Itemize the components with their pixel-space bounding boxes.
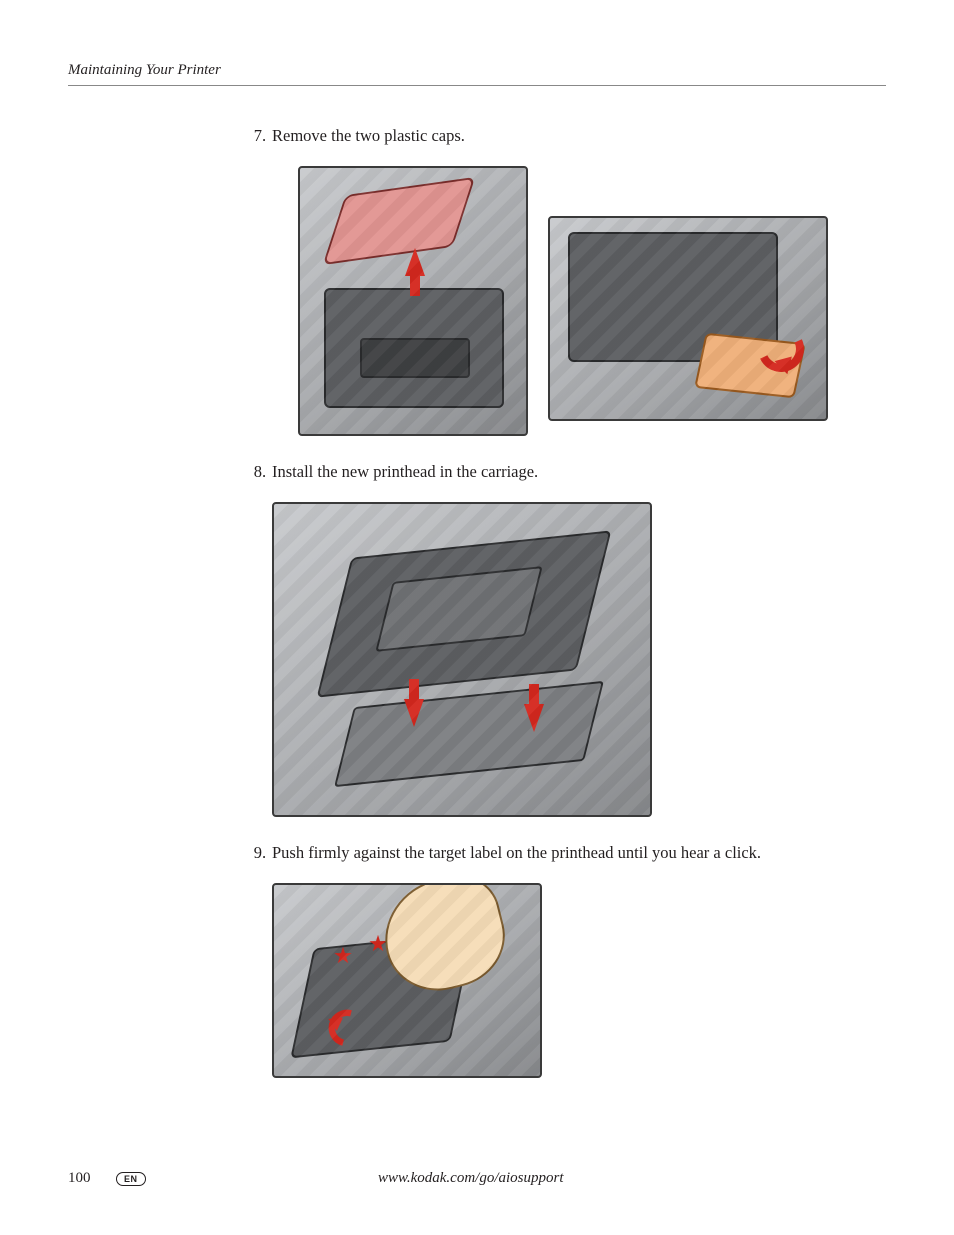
figure-remove-cap-right [548,216,828,421]
step-9-number: 9 [240,841,262,865]
list-dot: . [262,841,272,865]
list-dot: . [262,124,272,148]
step-9: 9 . Push firmly against the target label… [240,841,886,1078]
list-dot: . [262,460,272,484]
step-9-line: 9 . Push firmly against the target label… [240,841,886,865]
step-7: 7 . Remove the two plastic caps. [240,124,886,436]
language-badge: EN [116,1172,146,1186]
step-7-number: 7 [240,124,262,148]
step-7-text: Remove the two plastic caps. [272,124,886,148]
running-header: Maintaining Your Printer [68,62,886,86]
running-title-text: Maintaining Your Printer [68,62,221,78]
step-8: 8 . Install the new printhead in the car… [240,460,886,817]
step-7-line: 7 . Remove the two plastic caps. [240,124,886,148]
page-content: 7 . Remove the two plastic caps. 8 . Ins… [240,124,886,1078]
step-8-figure-wrap [272,502,886,817]
step-9-text: Push firmly against the target label on … [272,841,886,865]
hand-illustration [372,883,515,1002]
step-7-figures [240,166,886,436]
page-number: 100 [68,1170,110,1187]
figure-push-printhead [272,883,542,1078]
step-8-line: 8 . Install the new printhead in the car… [240,460,886,484]
figure-install-printhead [272,502,652,817]
step-8-text: Install the new printhead in the carriag… [272,460,886,484]
step-9-figure-wrap [272,883,886,1078]
footer-url: www.kodak.com/go/aiosupport [146,1170,886,1187]
figure-remove-cap-left [298,166,528,436]
step-8-number: 8 [240,460,262,484]
page-footer: 100 EN www.kodak.com/go/aiosupport [68,1170,886,1187]
